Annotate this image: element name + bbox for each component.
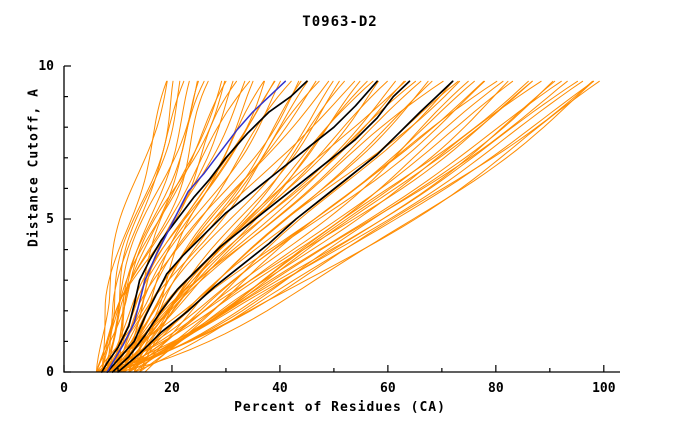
x-tick-label: 40 — [272, 381, 288, 396]
ensemble-curve — [106, 80, 276, 373]
ensemble-curve — [95, 80, 168, 373]
ensemble-curve — [117, 80, 292, 373]
ensemble-curve — [117, 80, 454, 373]
x-tick-label: 60 — [380, 381, 396, 396]
ensemble-curve — [139, 80, 542, 373]
ensemble-curve — [101, 80, 174, 373]
ensemble-curve — [122, 80, 533, 373]
ensemble-curve — [101, 80, 504, 373]
ensemble-curve — [106, 80, 181, 373]
x-axis-label: Percent of Residues (CA) — [234, 400, 446, 415]
ensemble-curve — [95, 80, 198, 373]
ensemble-curve — [101, 80, 168, 373]
ensemble-curve — [128, 80, 265, 373]
ensemble-curve — [106, 80, 584, 373]
ensemble-curve — [122, 80, 340, 373]
ensemble-curve — [106, 80, 396, 373]
ensemble-curve — [95, 80, 461, 373]
y-tick-label: 5 — [46, 212, 54, 227]
y-axis-label: Distance Cutoff, A — [26, 88, 42, 247]
ensemble-curve — [106, 80, 227, 373]
ensemble-curve — [112, 80, 556, 373]
ensemble-curve — [95, 80, 533, 373]
ensemble-curve — [117, 80, 317, 373]
ensemble-curve — [117, 80, 205, 373]
ensemble-curve — [133, 80, 368, 373]
ensemble-curve — [122, 80, 330, 373]
ensemble-curve — [133, 80, 514, 373]
ensemble-curve — [112, 80, 190, 373]
ensemble-curve — [101, 80, 486, 373]
ensemble-curve — [95, 80, 226, 373]
y-tick-label: 10 — [38, 59, 54, 74]
x-tick-label: 100 — [592, 381, 616, 396]
x-tick-label: 80 — [488, 381, 504, 396]
black-model-3 — [111, 80, 411, 373]
black-model-4 — [117, 80, 454, 373]
blue-model — [106, 80, 287, 373]
chart-title: T0963-D2 — [302, 14, 378, 30]
ensemble-curve — [101, 80, 251, 373]
ensemble-curve — [133, 80, 406, 373]
x-tick-label: 0 — [60, 381, 68, 396]
x-tick-label: 20 — [164, 381, 180, 396]
ensemble-curve — [133, 80, 595, 373]
ensemble-curve — [112, 80, 554, 373]
ensemble-curve — [101, 80, 568, 373]
ensemble-curve — [112, 80, 422, 373]
black-model-2 — [106, 80, 378, 373]
ensemble-curve — [112, 80, 302, 373]
ensemble-curve — [101, 80, 405, 373]
ensemble-curve — [95, 80, 600, 373]
ensemble-curve — [117, 80, 594, 373]
y-tick-label: 0 — [46, 365, 54, 380]
